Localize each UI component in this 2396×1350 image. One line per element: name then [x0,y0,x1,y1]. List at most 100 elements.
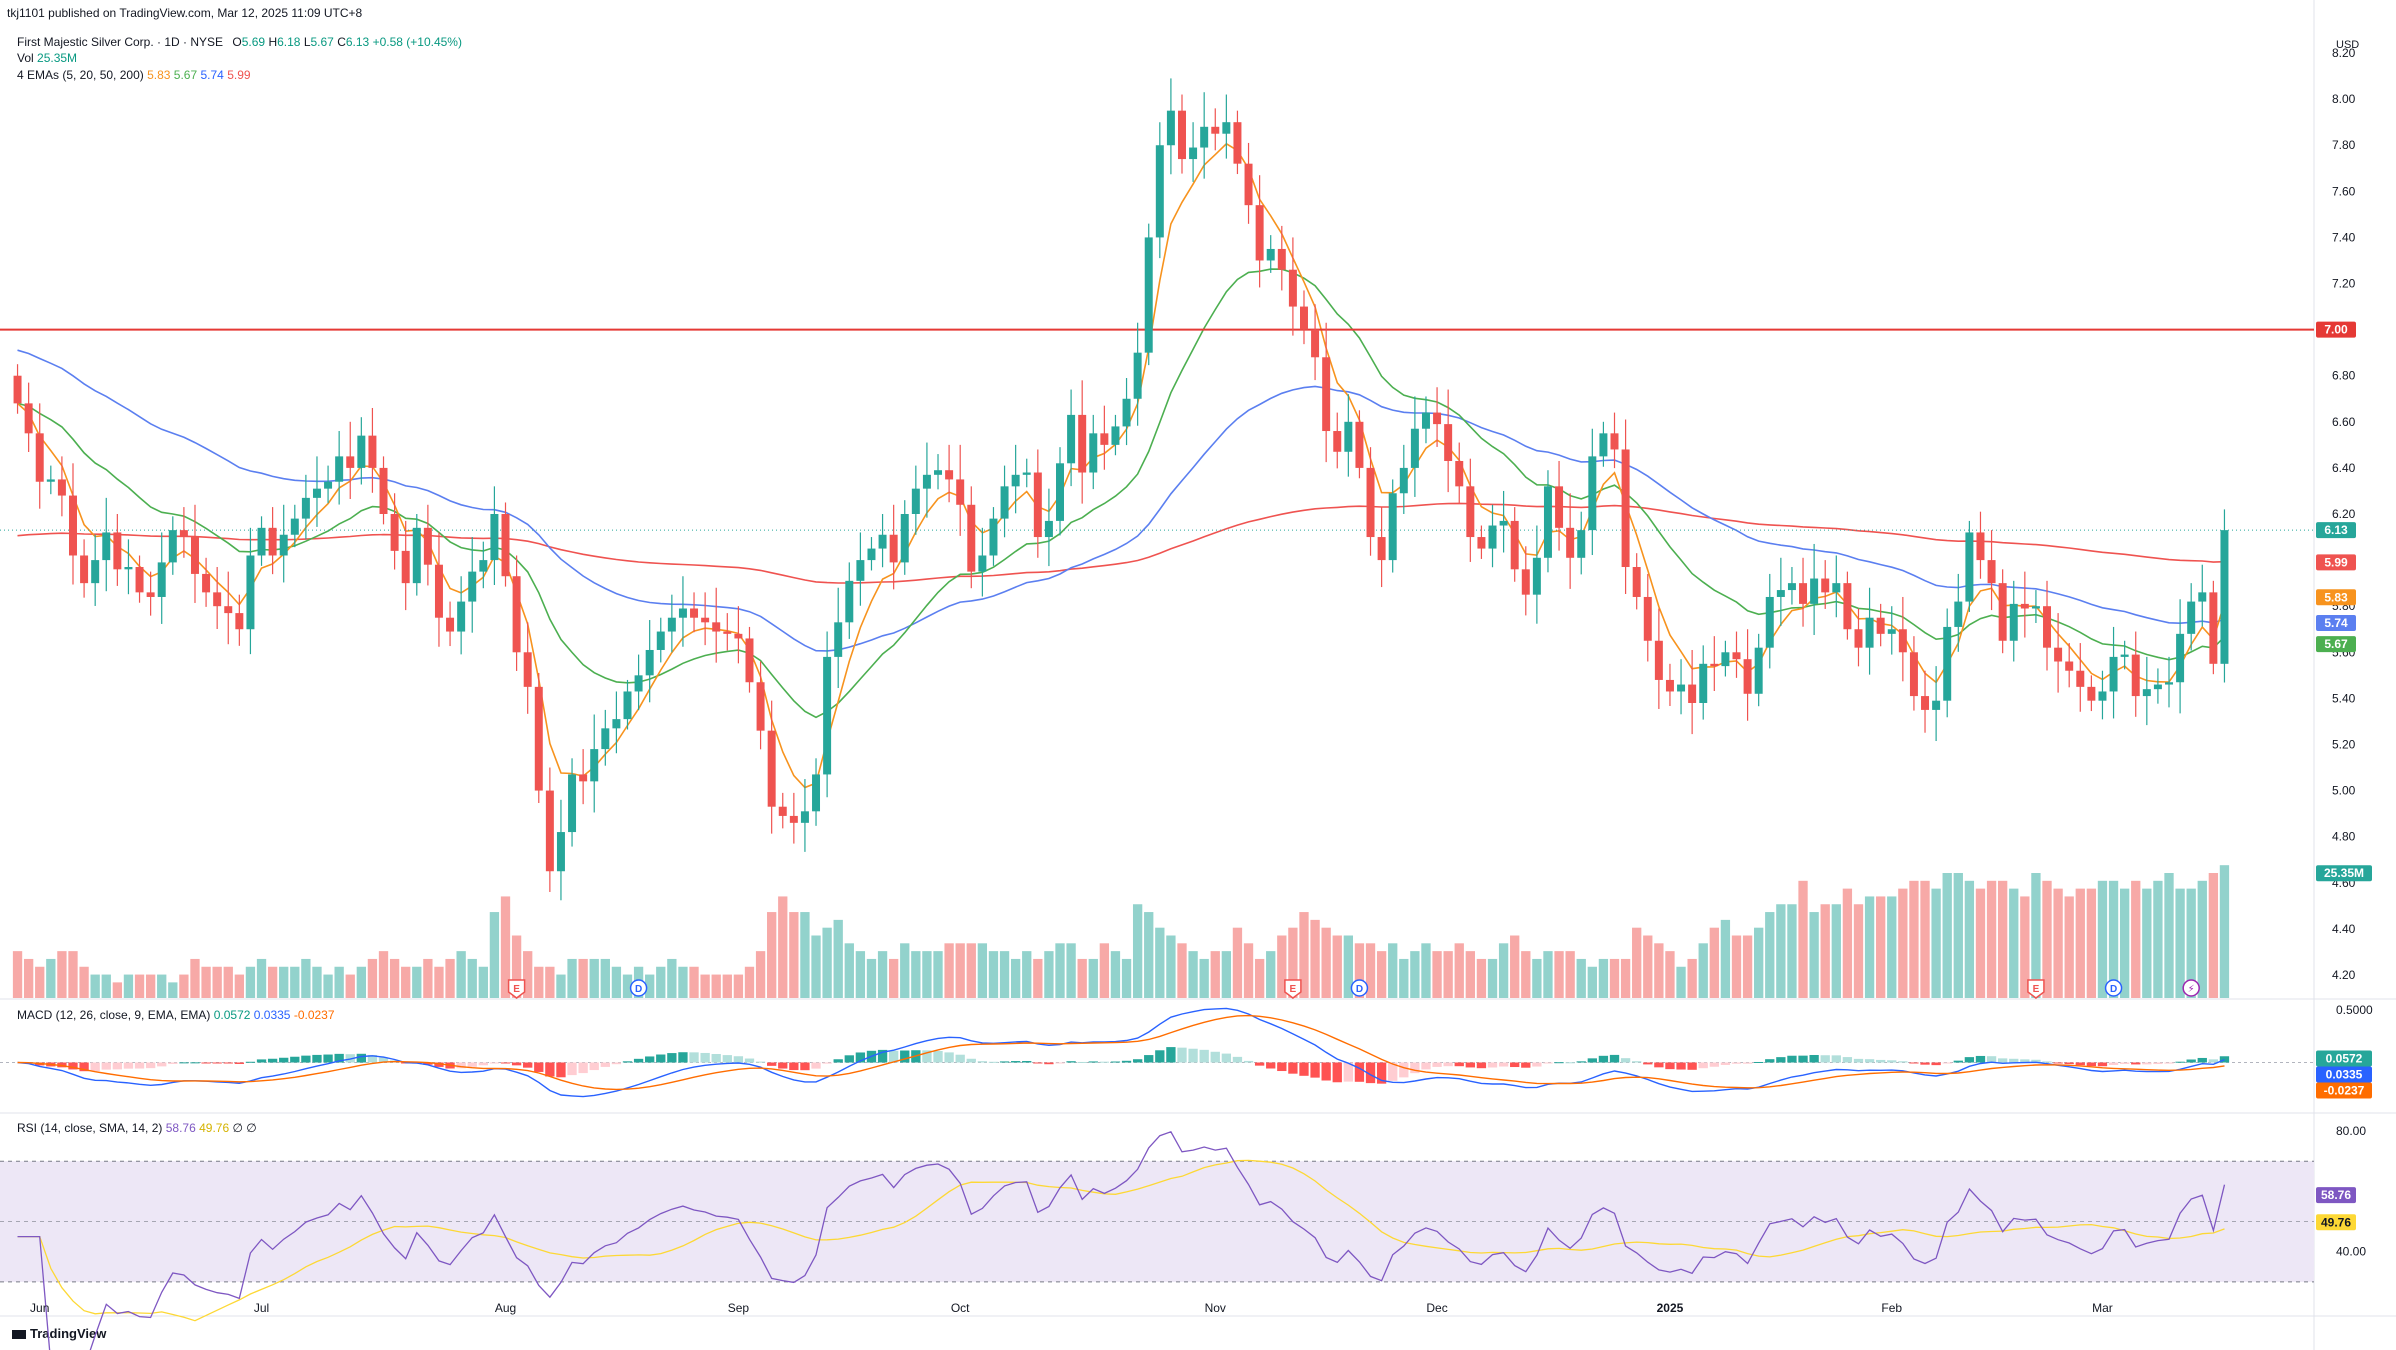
volume-bar [1066,943,1076,998]
volume-bar [922,951,932,998]
volume-bar [600,958,610,998]
volume-bar [245,966,256,998]
rsi-value: 58.76 [165,1121,196,1135]
volume-bar [1266,951,1276,998]
candle-body [2209,592,2218,664]
candle-body [1366,467,1375,538]
candle-body [1311,329,1320,358]
volume-bar [955,943,965,998]
candle-body [2087,686,2096,701]
rsi-value-tag [2316,1187,2356,1204]
macd-histogram-bar [767,1062,777,1066]
macd-histogram-bar [1798,1055,1808,1063]
candle-body [1754,647,1763,694]
volume-bar [1720,919,1731,998]
candle-body [1233,122,1242,164]
macd-histogram-bar [245,1061,256,1063]
candle-body [423,527,432,565]
volume-bar [656,966,666,998]
candle-body [745,638,754,683]
macd-histogram-bar [633,1058,644,1063]
volume-bar [1798,880,1808,998]
volume-bar [1365,943,1376,998]
candle-body [2142,689,2151,697]
macd-histogram-bar [1964,1057,1975,1063]
volume-bar [1709,927,1719,998]
macd-histogram-bar [2097,1062,2108,1067]
macd-histogram-bar [733,1056,744,1063]
volume-tag [2316,865,2372,882]
ema-legend[interactable]: 4 EMAs (5, 20, 50, 200) 5.83 5.67 5.74 5… [17,68,251,82]
volume-bar [1576,958,1586,998]
volume-bar [1876,896,1886,998]
candle-body [224,606,233,614]
candle-body [1322,357,1331,432]
event-marker-label: E [2033,984,2040,995]
macd-histogram-bar [1243,1060,1254,1063]
volume-bar [1975,888,1986,998]
candle-body [301,497,310,519]
candle-body [2020,603,2029,609]
candle-body [1288,269,1297,307]
macd-histogram-bar [1720,1062,1731,1065]
symbol-legend[interactable]: First Majestic Silver Corp. · 1D · NYSE … [17,35,462,49]
candle-body [934,470,943,475]
macd-histogram-bar [1099,1061,1110,1063]
candle-body [1122,398,1131,427]
volume-bar [1831,904,1841,998]
candle-body [1521,569,1530,595]
macd-line [17,1007,2225,1098]
macd-histogram-bar [1388,1062,1398,1081]
volume-bar [1132,904,1143,998]
candle-body [1133,352,1142,399]
ohlc-close: 6.13 [345,35,370,49]
volume-bar [2219,865,2230,998]
candle-body [1333,431,1342,452]
rsi-legend[interactable]: RSI (14, close, SMA, 14, 2) 58.76 49.76 … [17,1121,257,1135]
volume-bar [412,966,422,998]
volume-legend[interactable]: Vol 25.35M [17,51,77,65]
macd-histogram-bar [201,1062,211,1064]
symbol-name[interactable]: First Majestic Silver Corp. · 1D · NYSE [17,35,224,49]
macd-histogram-bar [145,1062,156,1069]
macd-value-tag-label: 0.0335 [2326,1068,2363,1082]
dividend-marker [629,979,648,997]
volume-bar [1099,943,1110,998]
volume-bar [977,943,988,998]
candle-body [545,790,554,872]
price-tick-label: 7.40 [2332,230,2356,244]
volume-bar [190,958,200,998]
macd-histogram-bar [1144,1055,1154,1063]
ohlc-change: +0.58 (+10.45%) [372,35,462,49]
volume-bar [1643,935,1653,998]
macd-histogram-bar [1576,1061,1586,1063]
macd-histogram-bar [2131,1062,2141,1065]
macd-histogram-bar [700,1052,710,1063]
macd-histogram-bar [645,1056,655,1063]
ema20-price-label: 5.67 [2324,637,2348,651]
candle-body [2054,647,2063,662]
macd-histogram-bar [1643,1062,1653,1065]
volume-bar [367,958,378,998]
price-tick-label: 7.80 [2332,138,2356,152]
macd-histogram-bar [1432,1062,1442,1067]
volume-bar [1454,943,1464,998]
price-tick-label: 5.00 [2332,784,2356,798]
volume-bar [267,966,278,998]
candle-body [146,592,155,597]
macd-legend[interactable]: MACD (12, 26, close, 9, EMA, EMA) 0.0572… [17,1008,335,1022]
volume-bar [833,919,843,998]
rsi-ma-tag-label: 49.76 [2321,1215,2351,1229]
macd-histogram-bar [2142,1062,2152,1065]
candle-body [778,806,787,816]
macd-histogram-bar [523,1062,533,1068]
macd-histogram-bar [1687,1062,1697,1070]
macd-histogram-bar [1210,1051,1220,1063]
macd-histogram-bar [1731,1062,1742,1064]
volume-bar [1964,880,1975,998]
macd-histogram-bar [1376,1062,1387,1084]
volume-bar [79,966,89,998]
candle-body [2109,656,2118,692]
macd-histogram-bar [1465,1062,1475,1068]
